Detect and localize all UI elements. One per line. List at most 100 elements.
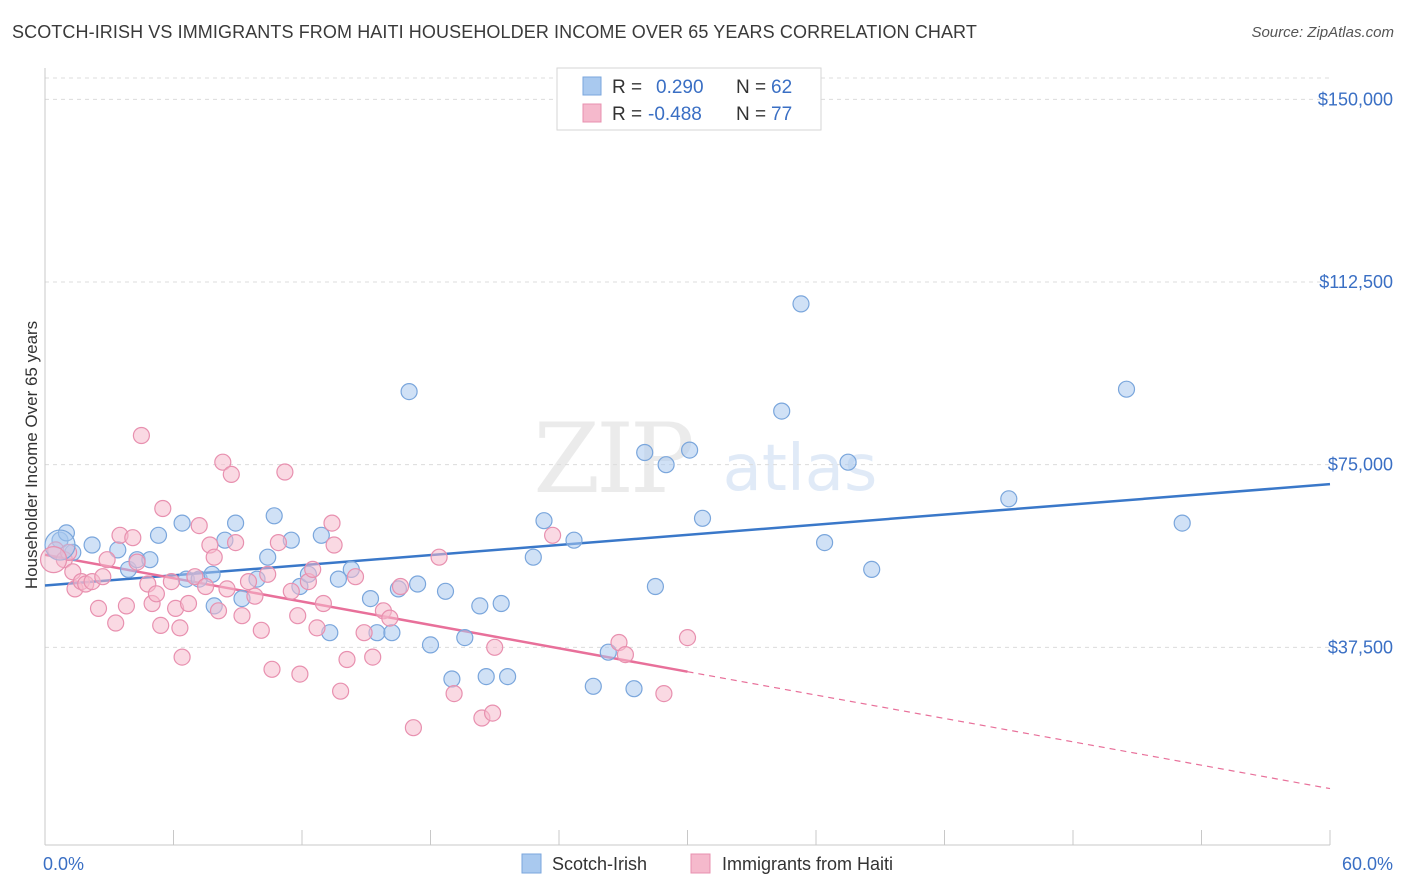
scotch-irish-point <box>863 560 881 579</box>
haiti-point <box>128 553 146 571</box>
scotch-irish-trend-line <box>44 482 1331 587</box>
legend-swatch-scotch-irish <box>582 76 602 96</box>
chart-title: SCOTCH-IRISH VS IMMIGRANTS FROM HAITI HO… <box>12 22 977 42</box>
scotch-irish-point <box>265 507 283 525</box>
scotch-irish-point <box>383 624 401 642</box>
scotch-irish-point <box>149 526 168 544</box>
haiti-point <box>98 551 116 569</box>
haiti-point <box>678 628 697 647</box>
haiti-point <box>486 638 504 656</box>
scotch-irish-point <box>839 453 857 471</box>
series-legend-label-haiti: Immigrants from Haiti <box>722 854 893 874</box>
y-axis-title: Householder Income Over 65 years <box>22 321 41 589</box>
haiti-point <box>252 621 270 639</box>
haiti-point <box>209 602 228 620</box>
y-tick-label: $150,000 <box>1318 89 1393 109</box>
y-tick-label: $112,500 <box>1319 272 1393 292</box>
scotch-irish-point <box>646 577 665 596</box>
series-legend: Scotch-Irish Immigrants from Haiti <box>521 853 893 874</box>
scotch-irish-point <box>477 667 495 686</box>
haiti-trend-line-extension <box>687 671 1331 790</box>
scotch-irish-point <box>1173 514 1191 532</box>
haiti-point <box>227 533 245 552</box>
haiti-point-large <box>39 546 68 574</box>
trend-lines <box>44 482 1331 790</box>
haiti-point <box>239 572 258 591</box>
haiti-point <box>282 582 300 600</box>
legend-n-value-2: 77 <box>771 104 792 125</box>
scotch-irish-point <box>657 456 675 474</box>
scotch-irish-point <box>57 524 76 542</box>
haiti-point <box>89 599 108 618</box>
watermark-atlas: atlas <box>723 432 878 506</box>
series-legend-label-scotch-irish: Scotch-Irish <box>552 854 647 874</box>
scotch-irish-point <box>436 582 455 600</box>
haiti-point <box>346 568 365 586</box>
scotch-irish-point <box>173 514 191 532</box>
scotch-irish-point <box>815 533 834 552</box>
scotch-irish-point <box>456 628 474 647</box>
haiti-point <box>430 548 448 566</box>
haiti-point <box>154 499 172 518</box>
y-tick-label: $37,500 <box>1328 637 1393 657</box>
haiti-point <box>308 619 326 637</box>
haiti-point <box>152 616 170 635</box>
haiti-point <box>222 465 240 483</box>
haiti-point <box>332 682 350 700</box>
legend-r-label-2: R = <box>612 104 642 125</box>
scotch-irish-point <box>409 575 427 593</box>
scotch-irish-point <box>492 594 510 613</box>
watermark: ZIP atlas <box>533 403 877 515</box>
haiti-point <box>259 565 277 583</box>
scotch-irish-point <box>565 531 583 549</box>
haiti-point <box>445 684 463 703</box>
stats-legend: R = 0.290 N = 62 R = -0.488 N = 77 <box>556 67 822 131</box>
haiti-point <box>655 684 673 703</box>
haiti-trend-line <box>44 553 688 673</box>
data-points <box>39 295 1191 737</box>
legend-n-label-1: N = <box>736 77 766 98</box>
haiti-point <box>117 597 136 615</box>
legend-n-label-2: N = <box>736 104 766 125</box>
scotch-irish-point <box>471 597 489 615</box>
legend-swatch-haiti <box>582 103 602 123</box>
haiti-point <box>107 614 125 632</box>
scotch-irish-point <box>625 680 643 698</box>
haiti-point <box>162 572 180 591</box>
scotch-irish-point <box>259 548 277 566</box>
scotch-irish-point <box>524 548 542 566</box>
haiti-point <box>276 463 294 481</box>
haiti-point <box>314 594 332 613</box>
scotch-irish-point <box>312 526 330 544</box>
scotch-irish-point <box>499 667 517 686</box>
haiti-point <box>616 645 635 664</box>
legend-r-value-2: -0.488 <box>648 104 702 125</box>
scotch-irish-point <box>443 670 461 688</box>
scotch-irish-point <box>83 536 101 554</box>
legend-r-label-1: R = <box>612 77 642 98</box>
haiti-point <box>355 624 373 642</box>
haiti-point <box>171 619 189 637</box>
haiti-point <box>173 648 191 666</box>
haiti-point <box>304 560 322 579</box>
haiti-point <box>218 580 236 598</box>
scotch-irish-point <box>1117 380 1136 398</box>
scotch-irish-point-large <box>44 529 76 561</box>
haiti-point <box>381 609 399 627</box>
scotch-irish-point <box>421 636 440 654</box>
haiti-point <box>179 594 198 613</box>
scotch-irish-point <box>1000 490 1018 508</box>
scotch-irish-point <box>227 514 245 532</box>
haiti-point <box>233 607 251 625</box>
haiti-point <box>214 453 232 471</box>
haiti-point <box>325 536 343 554</box>
haiti-point <box>323 514 341 532</box>
scotch-irish-point <box>584 677 602 695</box>
x-tick-label: 60.0% <box>1342 854 1393 874</box>
haiti-point <box>190 516 208 535</box>
haiti-point <box>543 526 562 544</box>
haiti-point <box>484 704 502 722</box>
scotch-irish-point <box>773 402 791 420</box>
x-tick-label: 0.0% <box>43 854 84 874</box>
